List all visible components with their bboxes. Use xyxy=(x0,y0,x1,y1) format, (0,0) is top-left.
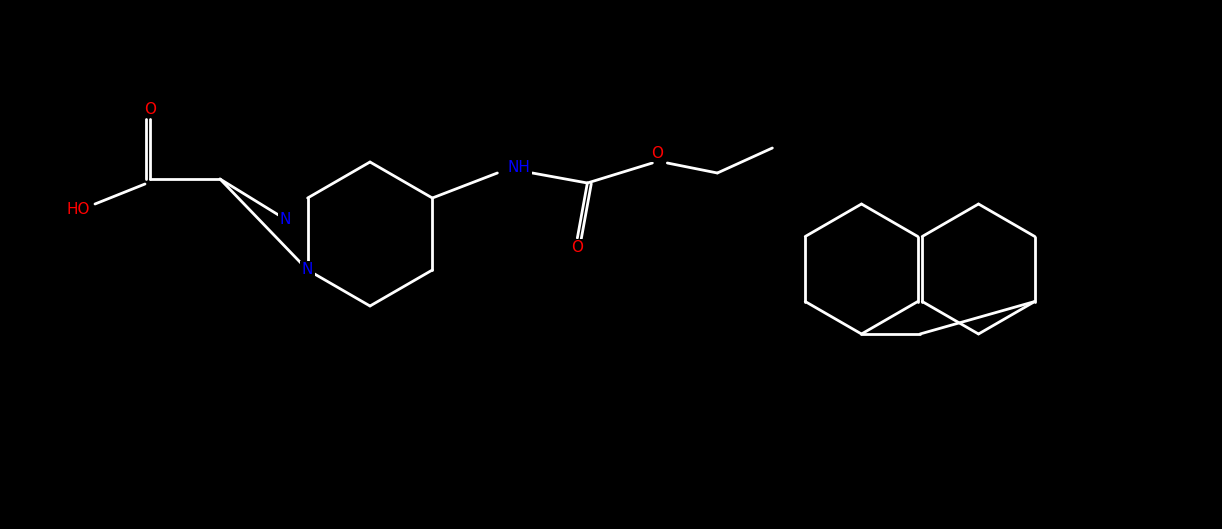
Text: HO: HO xyxy=(66,202,90,216)
Text: O: O xyxy=(144,102,156,116)
Text: O: O xyxy=(651,145,664,160)
Text: O: O xyxy=(572,241,583,256)
Text: N: N xyxy=(302,262,313,278)
Text: N: N xyxy=(280,212,291,226)
Text: NH: NH xyxy=(507,160,530,176)
